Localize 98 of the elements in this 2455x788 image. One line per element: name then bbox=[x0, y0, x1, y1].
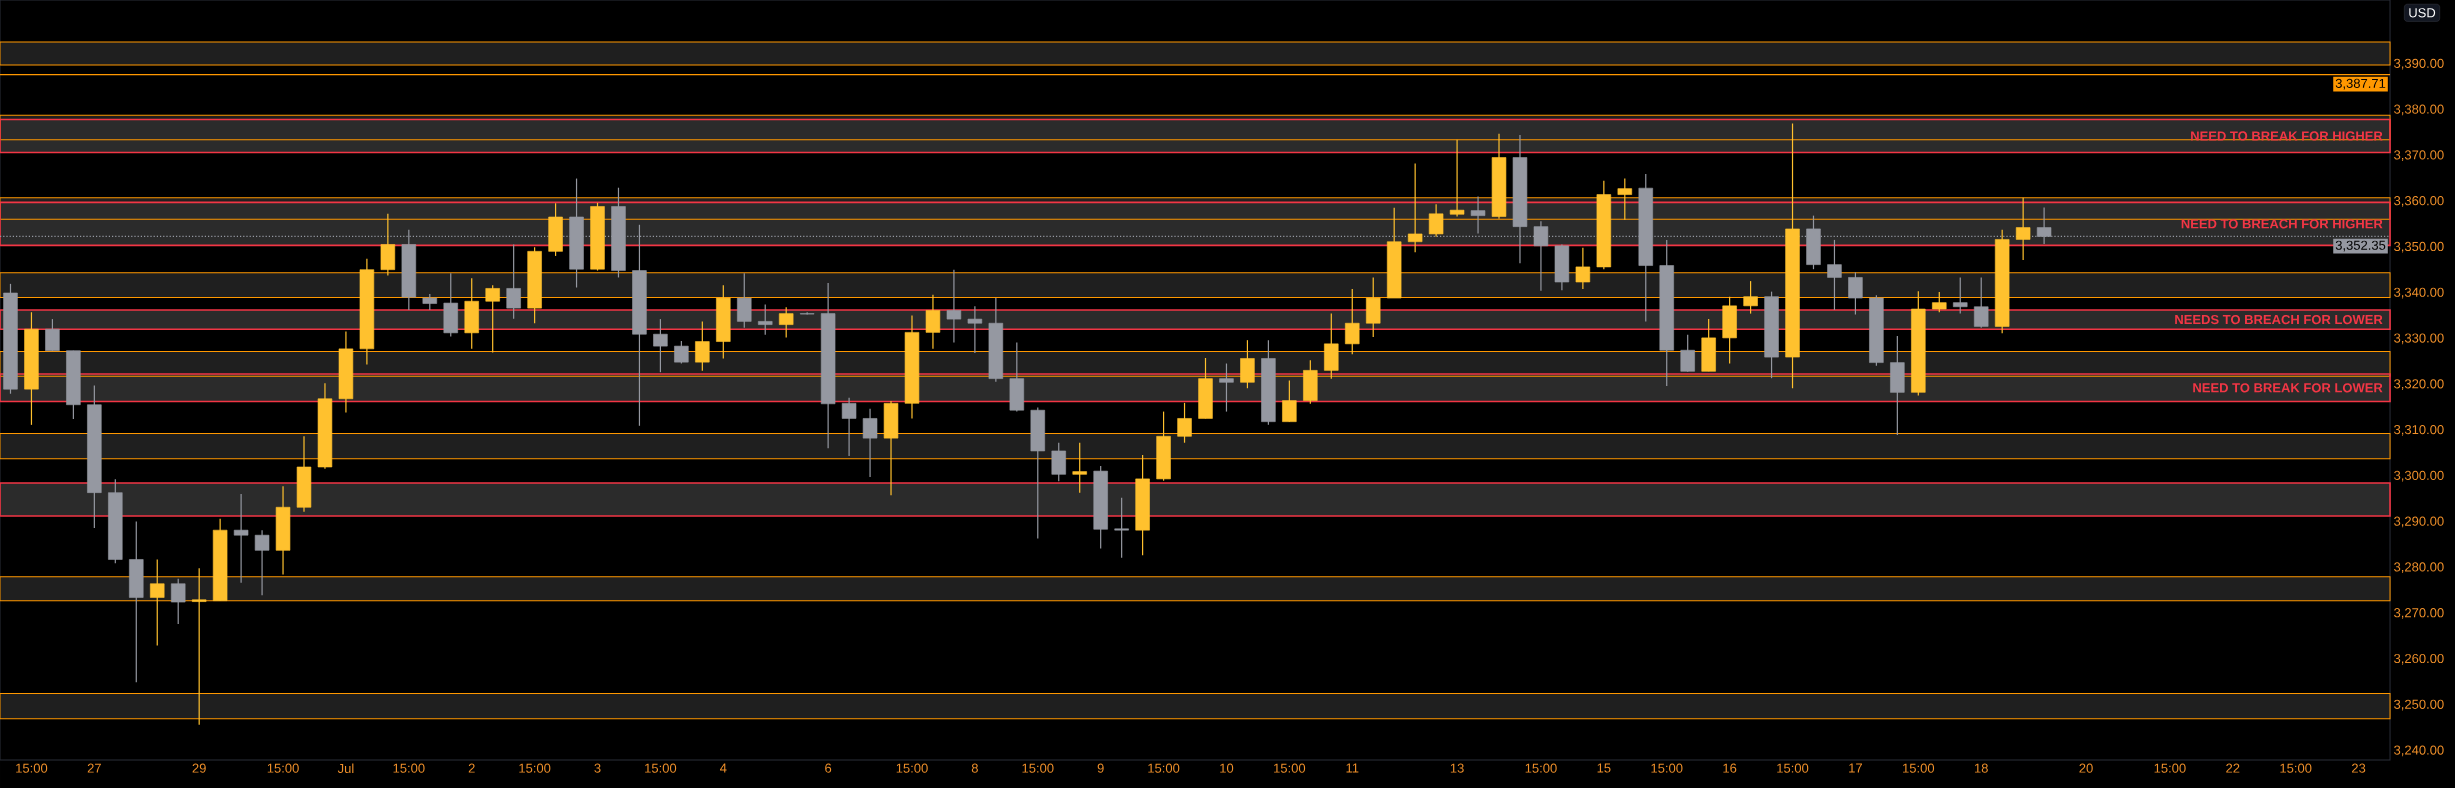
candlestick bbox=[1219, 362, 1234, 413]
candlestick bbox=[946, 269, 962, 344]
candlestick bbox=[254, 529, 270, 596]
x-tick-label: 15:00 bbox=[2154, 763, 2186, 773]
x-tick-label: 15:00 bbox=[1777, 763, 1809, 773]
candlestick bbox=[967, 305, 983, 354]
x-tick-label: 23 bbox=[2352, 763, 2366, 773]
x-tick-label: 8 bbox=[971, 763, 978, 773]
y-tick-label: 3,270.00 bbox=[2394, 608, 2444, 619]
x-tick-label: 20 bbox=[2079, 763, 2093, 773]
candlestick bbox=[506, 243, 521, 320]
candlestick bbox=[1177, 402, 1192, 444]
x-tick-label: Jul bbox=[337, 763, 354, 774]
candlestick bbox=[1282, 379, 1297, 423]
y-tick-label: 3,380.00 bbox=[2394, 104, 2444, 116]
candlestick bbox=[841, 397, 857, 457]
candlestick bbox=[925, 294, 941, 350]
x-tick-label: 15:00 bbox=[519, 763, 551, 773]
candlestick bbox=[2015, 197, 2031, 261]
x-tick-label: 10 bbox=[1220, 763, 1234, 773]
candlestick bbox=[862, 408, 878, 478]
x-tick-label: 15:00 bbox=[1651, 763, 1683, 773]
x-tick-label: 22 bbox=[2226, 763, 2240, 773]
x-tick-label: 15:00 bbox=[1148, 763, 1180, 773]
x-tick-label: 6 bbox=[825, 763, 832, 773]
y-tick-label: 3,340.00 bbox=[2394, 287, 2444, 299]
candlestick bbox=[1973, 276, 1989, 329]
candlestick bbox=[170, 578, 186, 625]
band-label: NEED TO BREAK FOR LOWER bbox=[2193, 383, 2383, 393]
candlestick bbox=[1428, 203, 1444, 238]
x-tick-label: 15:00 bbox=[1525, 763, 1557, 773]
y-tick-label: 3,360.00 bbox=[2394, 196, 2444, 207]
candlestick bbox=[695, 320, 710, 372]
y-tick-label: 3,300.00 bbox=[2394, 470, 2444, 482]
candlestick bbox=[191, 567, 207, 726]
y-tick-label: 3,250.00 bbox=[2394, 699, 2444, 711]
y-tick-label: 3,310.00 bbox=[2394, 424, 2444, 436]
candlestick bbox=[758, 303, 773, 336]
band-label: NEED TO BREAK FOR HIGHER bbox=[2191, 131, 2383, 141]
candlestick bbox=[1848, 271, 1863, 316]
x-tick-label: 15:00 bbox=[1903, 763, 1935, 773]
candlestick bbox=[1617, 177, 1633, 221]
candlestick bbox=[778, 306, 794, 339]
candlestick bbox=[1407, 162, 1423, 253]
candlestick bbox=[485, 284, 500, 354]
candlestick bbox=[1449, 139, 1465, 218]
candlestick bbox=[1827, 239, 1842, 311]
band-label: NEEDS TO BREACH FOR LOWER bbox=[2175, 314, 2383, 325]
y-tick-label: 3,290.00 bbox=[2394, 516, 2444, 528]
candlestick bbox=[1470, 195, 1486, 235]
ref-line-label: 3,387.71 bbox=[2335, 78, 2386, 90]
x-tick-label: 15:00 bbox=[1274, 763, 1306, 773]
y-tick-label: 3,320.00 bbox=[2394, 379, 2444, 390]
x-tick-label: 15 bbox=[1597, 763, 1611, 773]
candlestick bbox=[150, 558, 165, 647]
candlestick bbox=[1345, 288, 1360, 355]
x-tick-label: 15:00 bbox=[393, 763, 425, 773]
x-tick-label: 18 bbox=[1974, 763, 1988, 773]
candlestick bbox=[1114, 497, 1129, 559]
x-tick-label: 15:00 bbox=[16, 763, 48, 773]
candlestick bbox=[1680, 334, 1695, 373]
candlestick bbox=[1743, 280, 1758, 315]
candlestick bbox=[674, 340, 689, 365]
x-tick-label: 3 bbox=[594, 763, 601, 773]
candlestick bbox=[1072, 442, 1087, 494]
ref-line-label: 3,352.35 bbox=[2335, 240, 2386, 252]
y-tick-label: 3,390.00 bbox=[2394, 58, 2444, 70]
x-tick-label: 11 bbox=[1346, 763, 1359, 773]
x-tick-label: 15:00 bbox=[267, 763, 299, 773]
candlestick bbox=[1575, 247, 1591, 290]
x-tick-label: 15:00 bbox=[645, 763, 677, 773]
x-tick-label: 4 bbox=[719, 763, 727, 773]
y-tick-label: 3,280.00 bbox=[2394, 562, 2444, 574]
x-tick-label: 29 bbox=[192, 763, 206, 773]
x-tick-label: 2 bbox=[468, 763, 475, 773]
band-label: NEED TO BREACH FOR HIGHER bbox=[2181, 219, 2383, 229]
x-tick-label: 15:00 bbox=[896, 763, 928, 773]
candlestick bbox=[1953, 276, 1968, 315]
text: USD bbox=[2409, 8, 2436, 18]
x-tick-label: 15:00 bbox=[2280, 763, 2312, 773]
candlestick bbox=[233, 493, 249, 584]
candlestick bbox=[45, 318, 60, 352]
x-tick-label: 16 bbox=[1723, 763, 1737, 773]
x-tick-label: 27 bbox=[87, 763, 101, 773]
y-tick-label: 3,260.00 bbox=[2394, 653, 2444, 665]
x-tick-label: 9 bbox=[1097, 763, 1104, 773]
x-tick-label: 15:00 bbox=[1022, 763, 1054, 773]
y-tick-label: 3,350.00 bbox=[2394, 241, 2444, 253]
x-tick-label: 13 bbox=[1450, 763, 1464, 773]
candlestick bbox=[1932, 291, 1947, 313]
y-tick-label: 3,240.00 bbox=[2394, 745, 2444, 757]
candlestick bbox=[1240, 339, 1255, 389]
candlestick bbox=[1051, 442, 1066, 482]
y-tick-label: 3,330.00 bbox=[2394, 333, 2444, 345]
y-tick-label: 3,370.00 bbox=[2394, 150, 2444, 162]
candlestick bbox=[737, 272, 752, 329]
x-tick-label: 17 bbox=[1849, 763, 1862, 773]
candlestick bbox=[653, 318, 668, 373]
